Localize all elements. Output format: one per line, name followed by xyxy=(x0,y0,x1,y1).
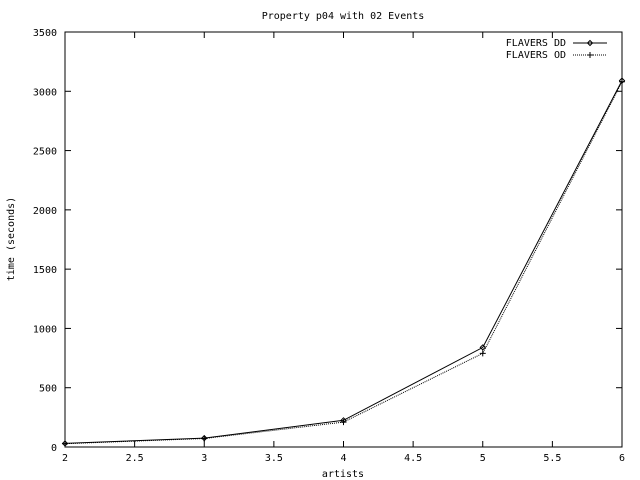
x-tick-label: 5.5 xyxy=(543,453,561,464)
series-line-2 xyxy=(64,81,623,445)
y-tick-label: 3500 xyxy=(33,28,57,39)
data-point-series-1 xyxy=(479,344,486,351)
y-tick-label: 2000 xyxy=(33,206,57,217)
x-tick-label: 4.5 xyxy=(404,453,422,464)
x-axis: 2 2.5 3 3.5 4 4.5 5 5.5 6 xyxy=(62,32,625,464)
x-tick-label: 3 xyxy=(201,453,207,464)
data-point-series-2 xyxy=(340,419,347,426)
legend-label: FLAVERS OD xyxy=(506,50,566,61)
plot-frame xyxy=(64,31,623,448)
data-point-series-2 xyxy=(201,435,208,442)
data-point-series-2 xyxy=(619,78,625,85)
x-tick-label: 2.5 xyxy=(126,453,144,464)
y-tick-label: 1000 xyxy=(33,324,57,335)
x-tick-label: 4 xyxy=(340,453,346,464)
y-tick-label: 0 xyxy=(51,443,57,454)
legend-marker xyxy=(586,39,594,47)
y-tick-label: 3000 xyxy=(33,87,57,98)
x-tick-label: 5 xyxy=(480,453,486,464)
y-tick-label: 1500 xyxy=(33,265,57,276)
x-axis-label: artists xyxy=(322,469,364,480)
y-axis: 0 500 1000 1500 2000 2500 3000 3500 xyxy=(33,28,622,454)
legend-label: FLAVERS DD xyxy=(506,38,566,49)
y-axis-label: time (seconds) xyxy=(6,197,17,281)
y-tick-label: 2500 xyxy=(33,147,57,158)
series-layer xyxy=(61,77,626,447)
data-point-series-2 xyxy=(479,350,486,357)
x-tick-label: 2 xyxy=(62,453,68,464)
series-line-1 xyxy=(64,80,623,444)
chart-title: Property p04 with 02 Events xyxy=(262,11,425,22)
x-tick-label: 3.5 xyxy=(265,453,283,464)
y-tick-label: 500 xyxy=(39,384,57,395)
data-point-series-2 xyxy=(62,440,68,447)
legend-marker xyxy=(587,52,593,58)
x-tick-label: 6 xyxy=(619,453,625,464)
